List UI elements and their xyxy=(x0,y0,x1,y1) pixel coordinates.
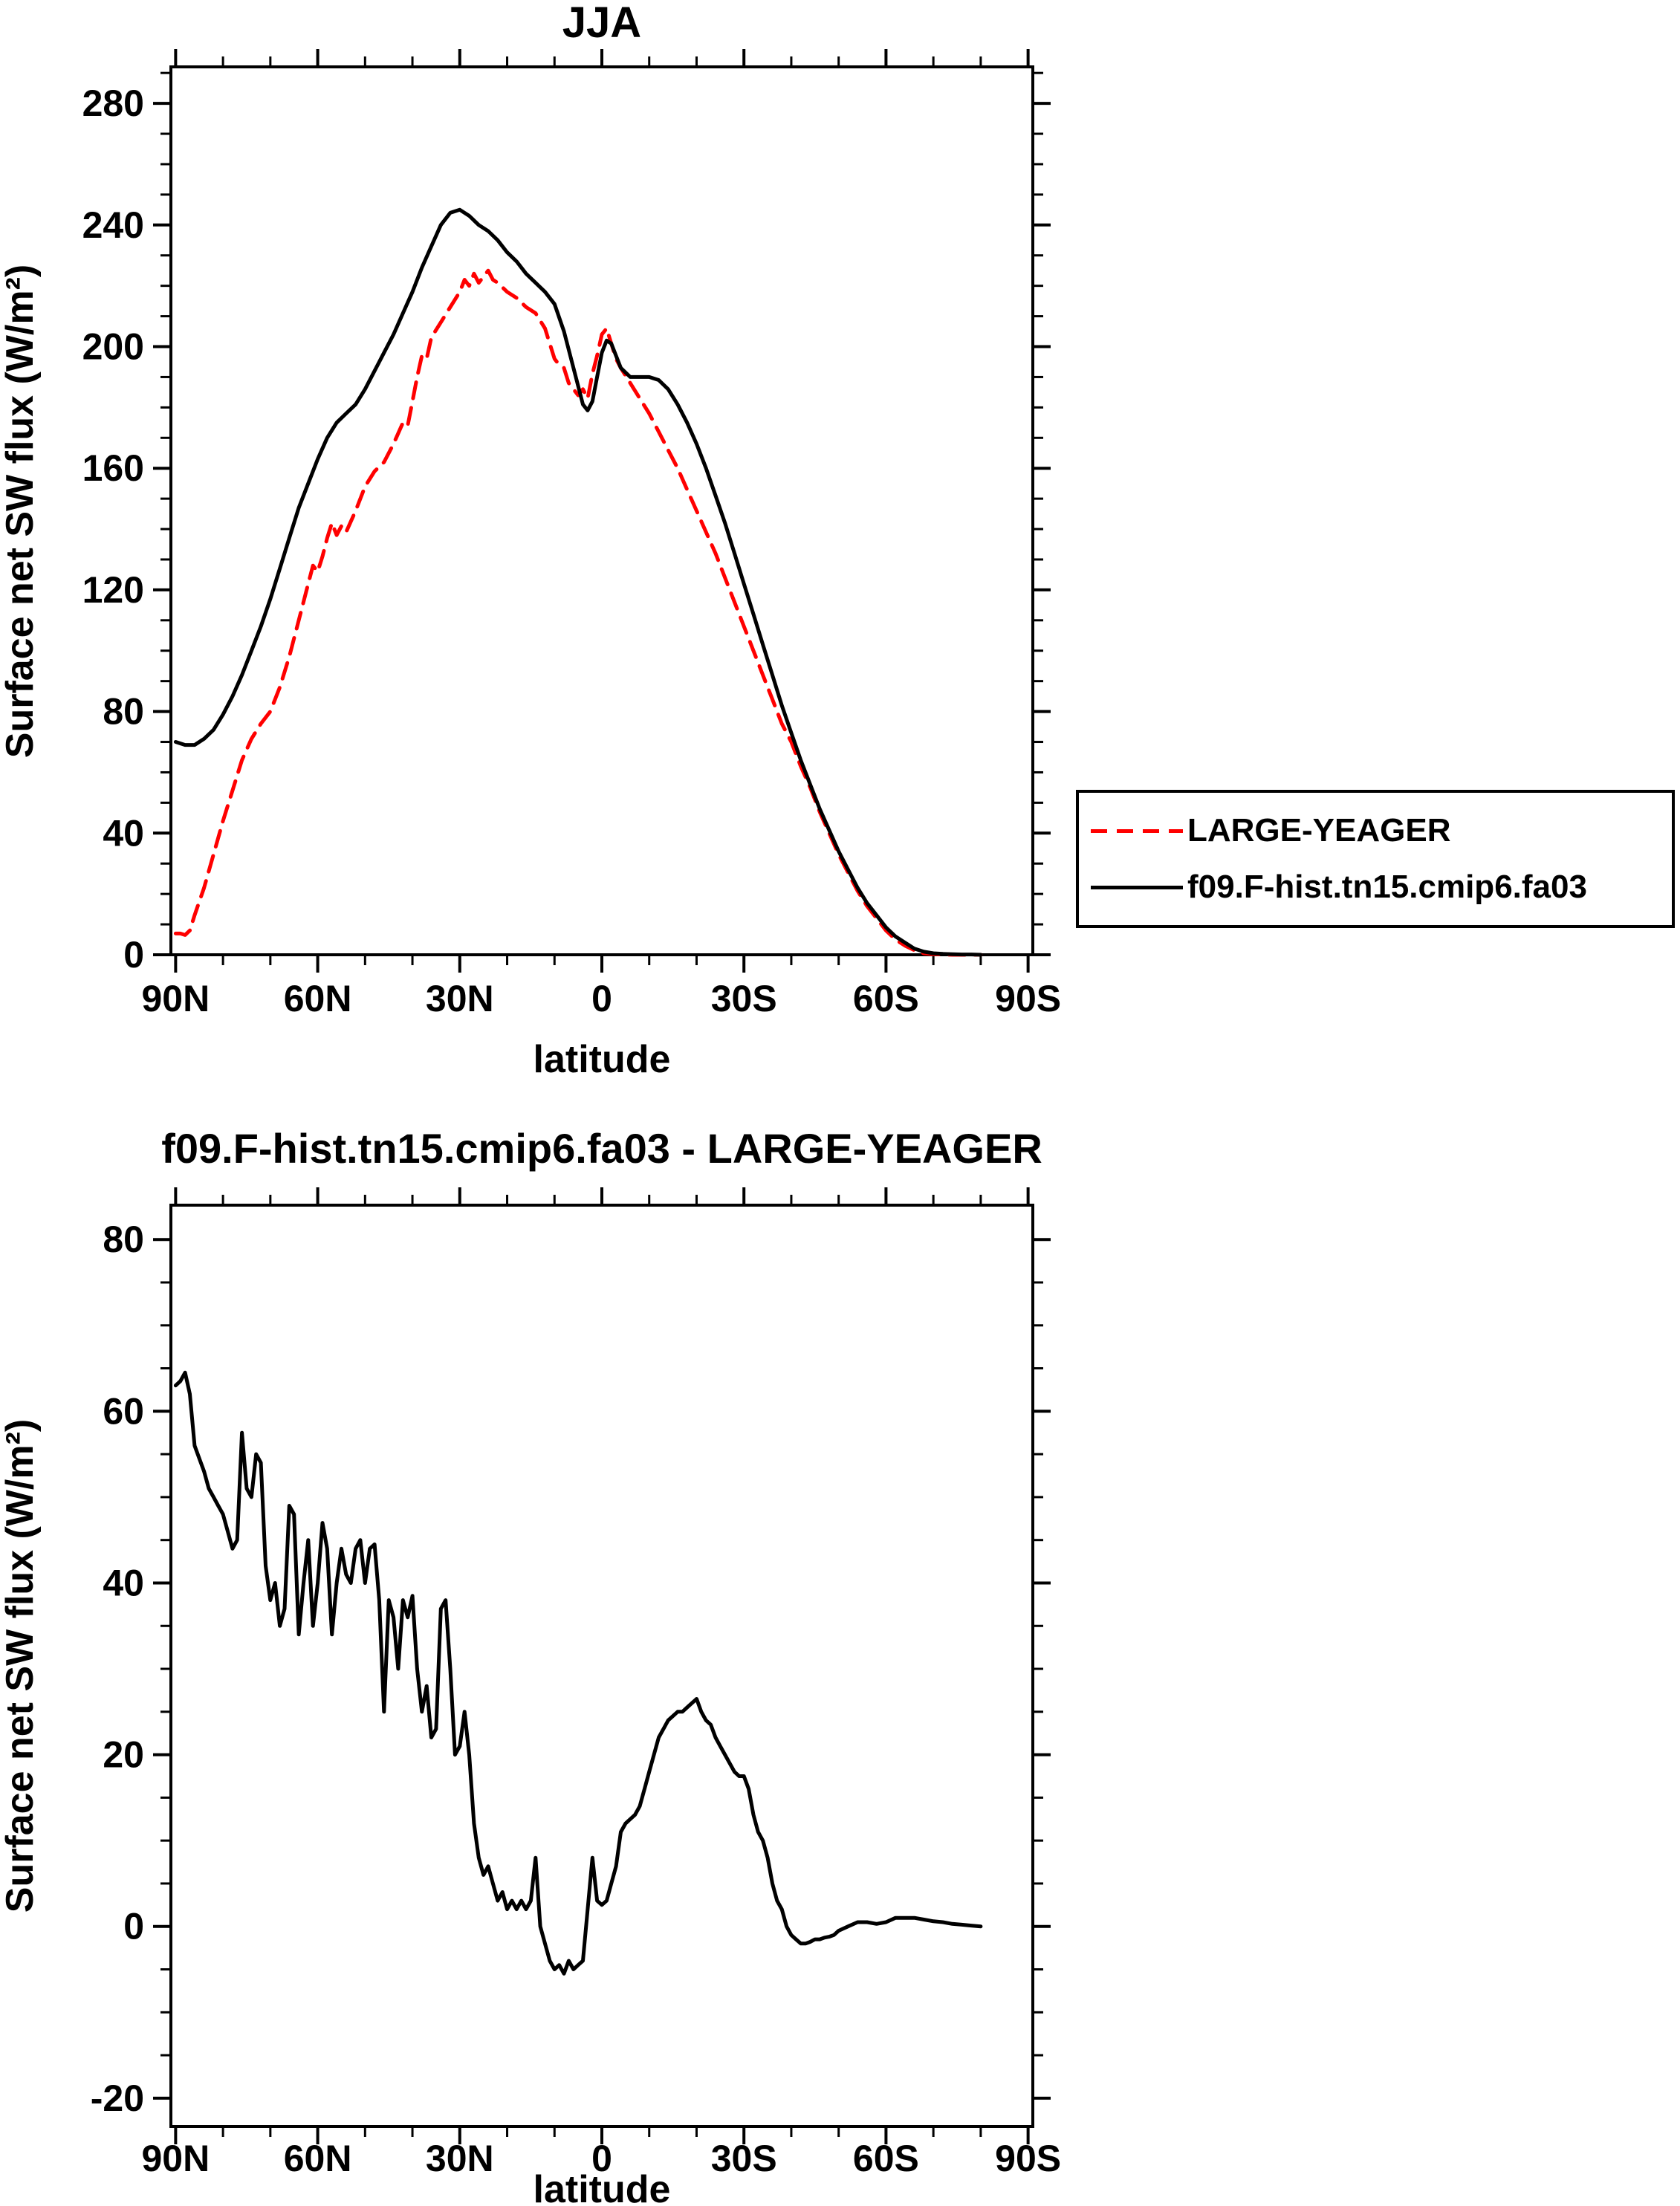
red-dashed-line-sample xyxy=(1091,828,1183,833)
series-line-0 xyxy=(173,1370,983,1976)
y-tick-label: 80 xyxy=(103,1219,144,1260)
y-tick-label: 240 xyxy=(82,204,144,246)
y-axis-label: Surface net SW flux (W/m²) xyxy=(0,1419,42,1913)
legend-entry-large-yeager: LARGE-YEAGER xyxy=(1091,812,1672,849)
y-tick-label: 40 xyxy=(103,812,144,854)
y-tick-label: 280 xyxy=(82,82,144,124)
x-tick-label: 60S xyxy=(853,2138,919,2179)
chart-title: f09.F-hist.tn15.cmip6.fa03 - LARGE-YEAGE… xyxy=(161,1125,1042,1172)
x-tick-label: 30S xyxy=(711,978,777,1019)
x-tick-label: 0 xyxy=(591,978,612,1019)
legend: LARGE-YEAGER f09.F-hist.tn15.cmip6.fa03 xyxy=(1076,790,1675,928)
y-tick-label: 0 xyxy=(123,1906,144,1947)
y-tick-label: 40 xyxy=(103,1562,144,1603)
difference-chart: f09.F-hist.tn15.cmip6.fa03 - LARGE-YEAGE… xyxy=(0,1107,1680,2206)
x-tick-label: 30N xyxy=(426,2138,494,2179)
plot-area-bottom: 90N 60N 30N 0 30S 60S 90S -20 0 20 40 60 80 xyxy=(91,1187,1061,2179)
legend-entry-model: f09.F-hist.tn15.cmip6.fa03 xyxy=(1091,869,1672,906)
legend-label-model: f09.F-hist.tn15.cmip6.fa03 xyxy=(1187,869,1587,905)
x-tick-label: 90N xyxy=(142,978,210,1019)
black-solid-line-sample xyxy=(1091,885,1183,889)
x-tick-label: 0 xyxy=(591,2138,612,2179)
x-axis-label: latitude xyxy=(533,2168,671,2206)
y-tick-label: 80 xyxy=(103,691,144,733)
jja-chart-svg: JJA Surface net SW flux (W/m²) latitude … xyxy=(0,0,1061,1081)
x-axis-label: latitude xyxy=(533,1038,671,1081)
y-tick-label: 0 xyxy=(123,934,144,976)
legend-label-large-yeager: LARGE-YEAGER xyxy=(1187,812,1451,849)
x-tick-label: 90S xyxy=(995,2138,1061,2179)
x-tick-label: 30S xyxy=(711,2138,777,2179)
difference-chart-svg: f09.F-hist.tn15.cmip6.fa03 - LARGE-YEAGE… xyxy=(0,1125,1061,2206)
y-tick-label: 160 xyxy=(82,447,144,489)
series-line-0 xyxy=(173,268,983,957)
series-line-1 xyxy=(173,207,983,957)
plot-frame xyxy=(169,65,1034,956)
x-tick-label: 60S xyxy=(853,978,919,1019)
y-tick-label: 60 xyxy=(103,1390,144,1432)
y-tick-label: 20 xyxy=(103,1734,144,1776)
chart-title: JJA xyxy=(562,0,641,47)
x-tick-label: 90N xyxy=(142,2138,210,2179)
plot-frame xyxy=(169,1204,1034,2128)
y-axis-label: Surface net SW flux (W/m²) xyxy=(0,265,42,758)
plot-area-top: 90N 60N 30N 0 30S 60S 90S 0 40 80 120 160 200 240 280 xyxy=(82,49,1061,1019)
y-tick-label: 120 xyxy=(82,569,144,611)
y-tick-label: 200 xyxy=(82,326,144,368)
x-tick-label: 60N xyxy=(284,2138,352,2179)
x-tick-label: 90S xyxy=(995,978,1061,1019)
x-tick-label: 60N xyxy=(284,978,352,1019)
y-tick-label: -20 xyxy=(91,2077,144,2119)
x-tick-label: 30N xyxy=(426,978,494,1019)
jja-chart: JJA Surface net SW flux (W/m²) latitude … xyxy=(0,0,1675,1081)
